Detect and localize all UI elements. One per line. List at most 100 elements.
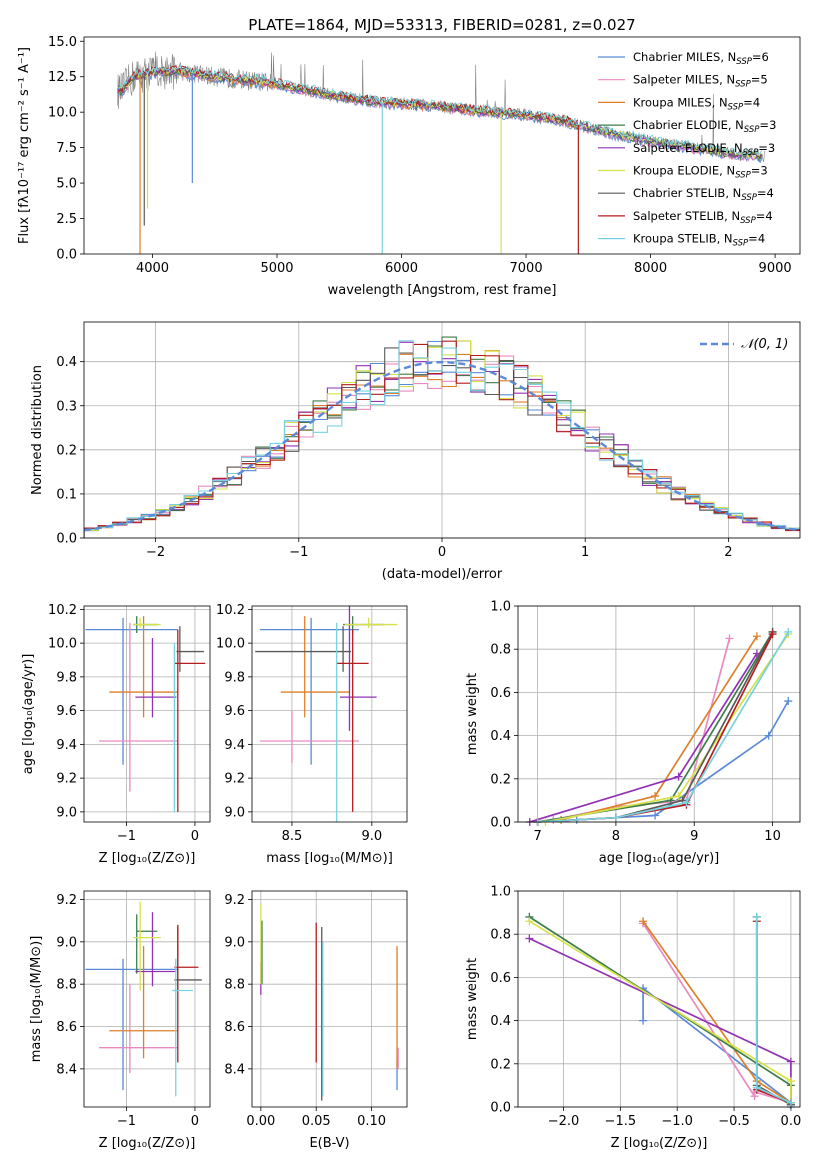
spectrum-model-kroupa_stelib xyxy=(117,64,763,156)
mass-weight-marker xyxy=(525,934,534,943)
x-axis-label: wavelength [Angstrom, rest frame] xyxy=(328,283,557,298)
x-tick-label: 9.0 xyxy=(362,829,383,844)
x-axis-label: Z [log₁₀(Z/Z⊙)] xyxy=(99,1136,196,1151)
legend-label: Chabrier MILES, N xyxy=(633,50,736,64)
errorbar-salpeter_miles xyxy=(99,984,178,1074)
mass-weight-marker xyxy=(786,1098,795,1107)
legend-label: Kroupa MILES, N xyxy=(633,95,728,109)
x-tick-label: −1 xyxy=(289,545,308,560)
mass-weight-marker xyxy=(674,792,683,801)
y-tick-label: 10.0 xyxy=(216,637,245,652)
mass-weight-line-chabrier_miles xyxy=(537,700,790,822)
mass-weight-line-salpeter_miles xyxy=(642,922,792,1104)
x-tick-label: 5000 xyxy=(260,261,293,276)
mass-weight-marker xyxy=(752,632,761,641)
errorbar-chabrier_stelib xyxy=(255,626,352,672)
errorbar-kroupa_miles xyxy=(109,946,178,1059)
y-tick-label: 8.4 xyxy=(56,1062,77,1077)
legend-subscript: SSP xyxy=(743,148,759,158)
legend-count: 3 xyxy=(760,164,767,178)
errorbar-kroupa_stelib xyxy=(172,958,193,1097)
legend-subscript: SSP xyxy=(733,239,749,249)
mass-weight-marker xyxy=(768,630,777,639)
x-axis-label: mass [log₁₀(M/M⊙)] xyxy=(266,851,393,866)
mass-weight-marker xyxy=(752,649,761,658)
legend-equals: = xyxy=(759,118,769,132)
y-tick-label: 10.0 xyxy=(48,637,77,652)
mass-weight-line-kroupa_stelib xyxy=(537,631,790,822)
mass-weight-marker xyxy=(639,917,648,926)
y-tick-label: 0.2 xyxy=(490,1057,511,1072)
legend-label: Salpeter ELODIE, N xyxy=(633,141,743,155)
y-tick-label: 9.4 xyxy=(56,738,77,753)
legend-equals: = xyxy=(757,186,767,200)
axes-frame xyxy=(517,890,801,1108)
legend-count: 4 xyxy=(767,186,774,200)
mass-weight-marker xyxy=(752,912,761,921)
y-tick-label: 9.0 xyxy=(224,805,245,820)
legend-label: Salpeter MILES, N xyxy=(633,73,735,87)
errorbar-kroupa_elodie xyxy=(133,901,161,991)
legend-count: 3 xyxy=(769,118,776,132)
axes-residuals: −2 −1 0 1 2 0.0 0.1 0.2 0.3 0.4 (data-model)/error… xyxy=(30,321,801,582)
y-tick-label: 0.4 xyxy=(56,355,77,370)
legend-count: 6 xyxy=(762,50,769,64)
y-tick-label: 15.0 xyxy=(48,35,77,50)
x-tick-label: −2.0 xyxy=(548,1114,580,1129)
legend-subscript: SSP xyxy=(735,80,751,90)
y-axis-label: mass weight xyxy=(465,673,480,755)
axes-mass_vs_Z: −1 0 8.4 8.6 8.8 9.0 9.2 Z [log₁₀(Z/Z⊙)] mass [l… xyxy=(29,890,211,1151)
x-tick-label: −1 xyxy=(117,829,136,844)
x-axis-label: Z [log₁₀(Z/Z⊙)] xyxy=(611,1136,708,1151)
y-tick-label: 8.8 xyxy=(224,978,245,993)
legend-label: Chabrier ELODIE, N xyxy=(633,118,744,132)
y-tick-label: 9.0 xyxy=(224,935,245,950)
mass-weight-marker xyxy=(651,811,660,820)
legend-entry: Chabrier MILES, NSSP=6 xyxy=(633,50,769,67)
y-tick-label: 0.4 xyxy=(490,1014,511,1029)
y-tick-label: 9.0 xyxy=(56,805,77,820)
axes-frame xyxy=(251,605,408,823)
x-axis-label: Z [log₁₀(Z/Z⊙)] xyxy=(99,851,196,866)
mass-weight-line-kroupa_miles xyxy=(642,920,792,1104)
x-axis-label: E(B-V) xyxy=(309,1136,349,1151)
legend-entry: Kroupa STELIB, NSSP=4 xyxy=(633,232,765,249)
errorbar-salpeter_stelib xyxy=(174,629,206,812)
mass-weight-marker xyxy=(784,627,793,636)
gaussian-curve xyxy=(84,360,800,532)
axes-mass_weight_vs_age: 7 8 9 10 0.0 0.2 0.4 0.6 0.8 1.0 age [log₁₀(age/yr… xyxy=(465,600,801,866)
x-tick-label: −2 xyxy=(146,545,165,560)
errorbar-salpeter_miles xyxy=(99,622,178,792)
legend-subscript: SSP xyxy=(736,57,752,67)
x-tick-label: 9 xyxy=(690,829,698,844)
x-tick-label: 8.5 xyxy=(282,829,303,844)
mass-weight-marker xyxy=(639,1016,648,1025)
legend-entry: Chabrier ELODIE, NSSP=3 xyxy=(633,118,776,135)
y-tick-label: 9.8 xyxy=(224,670,245,685)
axes-mass_weight_vs_Z: −2.0 −1.5 −1.0 −0.5 0.0 0.0 0.2 0.4 0.6 0.8 1.0 Z [… xyxy=(465,885,801,1152)
y-tick-label: 5.0 xyxy=(56,177,77,192)
legend-subscript: SSP xyxy=(741,193,757,203)
y-tick-label: 9.2 xyxy=(224,772,245,787)
y-tick-label: 10.0 xyxy=(48,106,77,121)
x-tick-label: 4000 xyxy=(136,261,169,276)
y-axis-label: age [log₁₀(age/yr)] xyxy=(21,654,36,775)
axes-frame xyxy=(83,321,801,539)
legend-equals: = xyxy=(752,50,762,64)
x-tick-label: 9000 xyxy=(759,261,792,276)
spectrum-model-chabrier_stelib xyxy=(117,66,763,159)
legend-equals: = xyxy=(743,95,753,109)
legend-equals: = xyxy=(748,232,758,246)
axes-spectrum: 4000 5000 6000 7000 8000 9000 0.0 2.5 5.0 7.5 10.0… xyxy=(17,16,801,298)
mass-weight-marker xyxy=(682,798,691,807)
legend-subscript: SSP xyxy=(735,171,751,181)
y-tick-label: 12.5 xyxy=(48,70,77,85)
axes-frame xyxy=(83,605,211,823)
y-axis-label: mass [log₁₀(M/M⊙)] xyxy=(29,936,44,1063)
legend-label: 𝒩(0, 1) xyxy=(741,337,788,352)
y-tick-label: 0.0 xyxy=(490,1101,511,1116)
chart-title: PLATE=1864, MJD=53313, FIBERID=0281, z=0… xyxy=(248,16,635,34)
legend-equals: = xyxy=(758,141,768,155)
axes-age_vs_Z: −1 0 9.0 9.2 9.4 9.6 9.8 10.0 10.2 Z [log₁₀(Z/Z⊙)… xyxy=(21,603,211,866)
